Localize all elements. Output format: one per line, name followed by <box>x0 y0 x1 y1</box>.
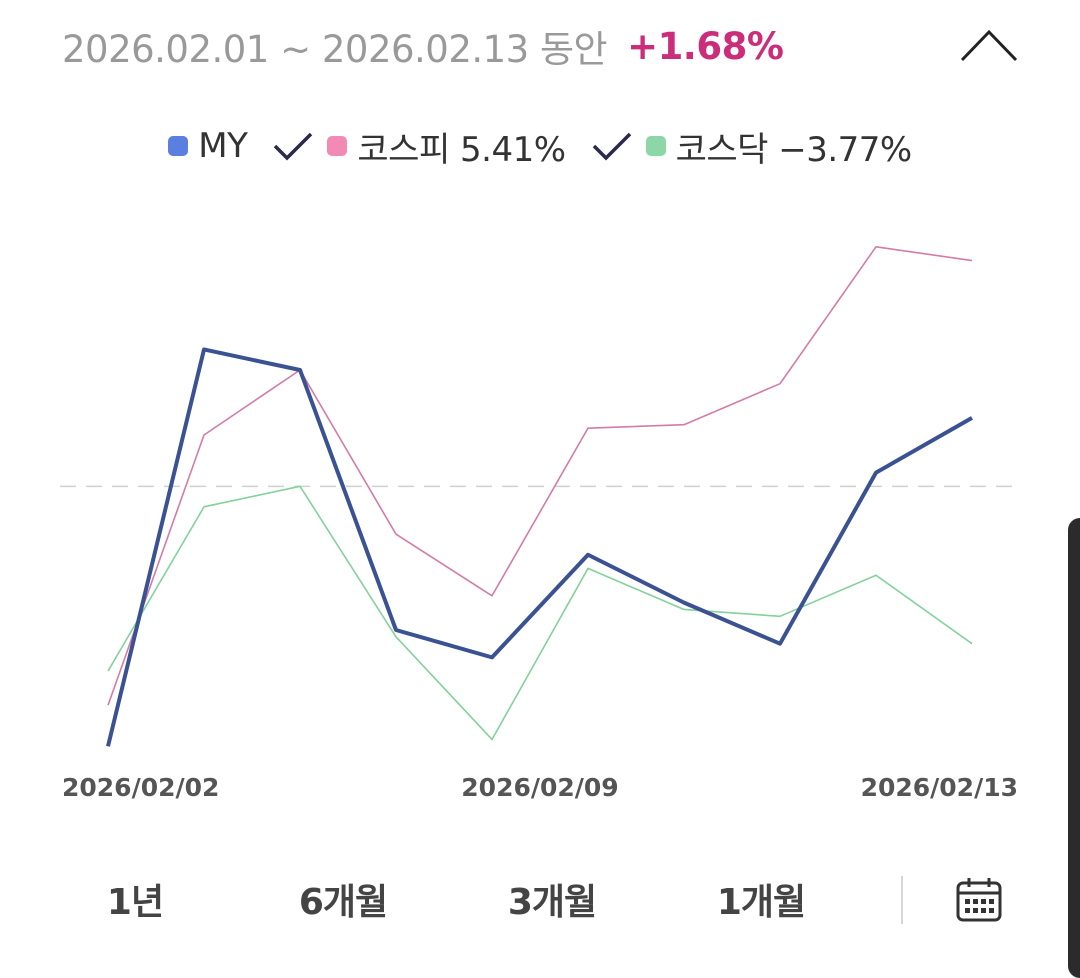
legend-label: MY <box>198 126 248 166</box>
legend-color-swatch <box>645 136 666 156</box>
x-tick-label: 2026/02/02 <box>62 773 219 802</box>
chart-legend: MY 코스피 5.41% 코스닥 −3.77% <box>0 120 1080 172</box>
summary-header: 2026.02.01 ~ 2026.02.13 동안 +1.68% <box>62 18 784 74</box>
x-tick-label: 2026/02/13 <box>861 773 1018 802</box>
period-6m-button[interactable]: 6개월 <box>298 882 388 923</box>
scroll-handle[interactable] <box>1068 518 1080 978</box>
legend-label: 코스피 5.41% <box>357 129 566 170</box>
legend-item-my[interactable]: MY <box>168 126 248 166</box>
legend-color-swatch <box>168 136 189 156</box>
line-chart: 2026/02/02 2026/02/09 2026/02/13 <box>60 246 1020 802</box>
legend-color-swatch <box>327 136 348 156</box>
checkmark-icon <box>592 132 631 161</box>
x-tick-label: 2026/02/09 <box>461 773 618 802</box>
legend-item-kosdaq[interactable]: 코스닥 −3.77% <box>590 122 912 171</box>
calendar-icon[interactable] <box>954 876 1004 924</box>
return-change: +1.68% <box>627 24 784 68</box>
period-3m-button[interactable]: 3개월 <box>507 882 597 923</box>
series-line-MY <box>106 347 973 747</box>
series-line-코스닥 <box>107 485 973 741</box>
period-range: 2026.02.01 ~ 2026.02.13 동안 <box>62 28 608 71</box>
period-1m-button[interactable]: 1개월 <box>716 882 806 923</box>
divider <box>901 876 903 924</box>
period-selector: 1년 6개월 3개월 1개월 <box>0 868 1080 938</box>
checkmark-icon <box>274 132 313 161</box>
chevron-up-icon[interactable] <box>956 20 1022 70</box>
legend-item-kospi[interactable]: 코스피 5.41% <box>271 122 566 171</box>
legend-label: 코스닥 −3.77% <box>675 129 913 170</box>
series-line-코스피 <box>107 246 973 706</box>
period-1y-button[interactable]: 1년 <box>106 882 164 923</box>
